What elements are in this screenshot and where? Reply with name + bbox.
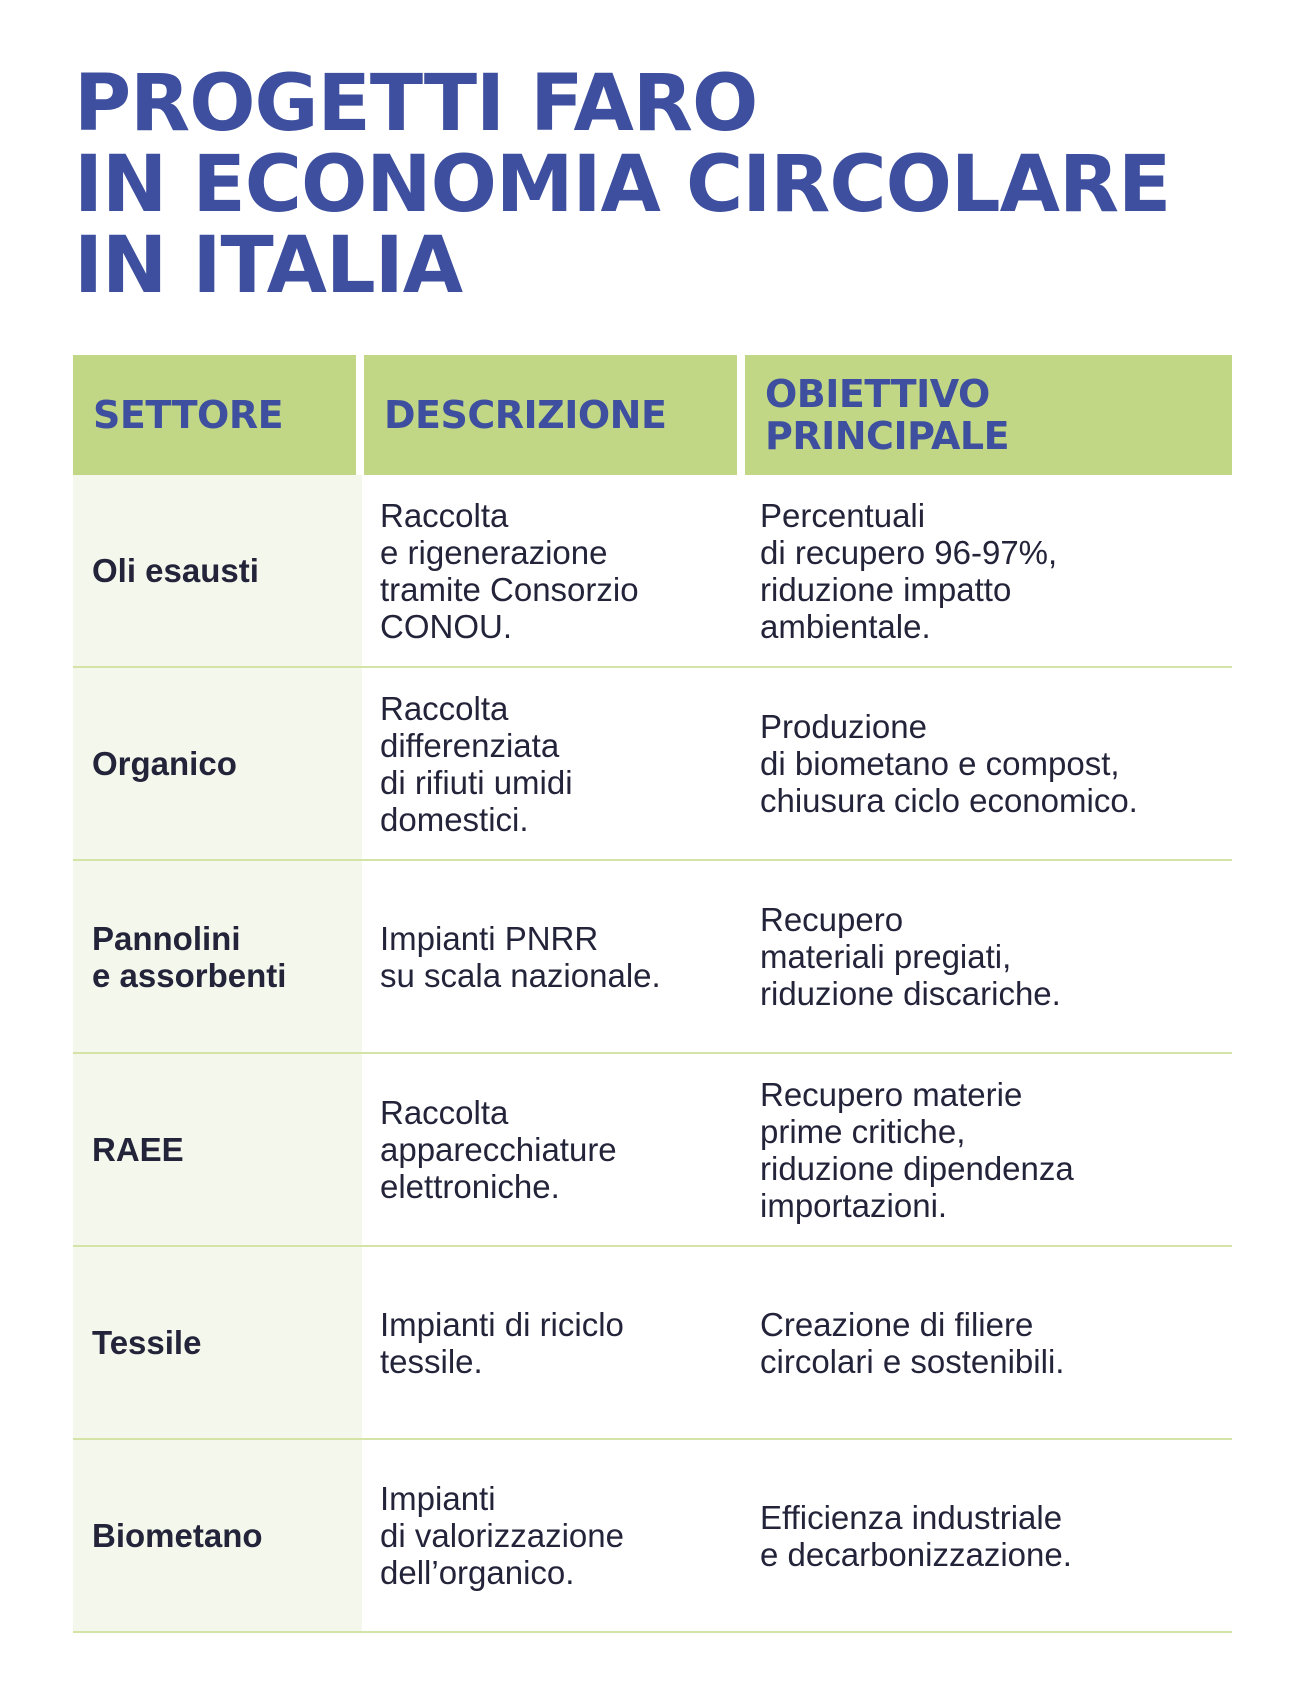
sector-cell-text: Organico xyxy=(92,745,237,782)
sector-cell-text: RAEE xyxy=(92,1131,184,1168)
header-obiettivo: OBIETTIVO PRINCIPALE xyxy=(745,355,1232,475)
sector-cell-text: Pannolini e assorbenti xyxy=(92,919,287,994)
objective-cell-text: Percentuali di recupero 96-97%, riduzion… xyxy=(760,496,1058,645)
table-row: Biometano Impianti di valorizzazione dell… xyxy=(73,1440,1232,1633)
objective-cell-text: Recupero materie prime critiche, riduzio… xyxy=(760,1075,1074,1224)
description-cell-text: Raccolta e rigenerazione tramite Consorz… xyxy=(380,496,639,645)
sector-cell: Oli esausti xyxy=(73,475,362,666)
title-line: IN ITALIA xyxy=(74,221,463,311)
table-row: Tessile Impianti di riciclo tessile. Creaz… xyxy=(73,1247,1232,1440)
objective-cell-text: Creazione di filiere circolari e sosteni… xyxy=(760,1305,1065,1380)
page-title: PROGETTI FARO IN ECONOMIA CIRCOLARE IN I… xyxy=(74,59,1171,311)
title-line: IN ECONOMIA CIRCOLARE xyxy=(74,140,1171,230)
table-row: Oli esausti Raccolta e rigenerazione tram… xyxy=(73,475,1232,668)
objective-cell-text: Recupero materiali pregiati, riduzione d… xyxy=(760,901,1061,1012)
sector-cell: Biometano xyxy=(73,1440,362,1631)
objective-cell: Creazione di filiere circolari e sosteni… xyxy=(739,1247,1232,1438)
description-cell-text: Impianti di valorizzazione dell’organico… xyxy=(380,1480,624,1591)
sector-cell-text: Oli esausti xyxy=(92,552,259,589)
objective-cell: Efficienza industriale e decarbonizzazio… xyxy=(739,1440,1232,1631)
description-cell-text: Impianti PNRR su scala nazionale. xyxy=(380,919,661,994)
sector-cell: Tessile xyxy=(73,1247,362,1438)
header-settore: SETTORE xyxy=(73,355,356,475)
sector-cell-text: Tessile xyxy=(92,1324,202,1361)
description-cell-text: Impianti di riciclo tessile. xyxy=(380,1305,624,1380)
header-label: OBIETTIVO PRINCIPALE xyxy=(765,372,1010,458)
objective-cell-text: Efficienza industriale e decarbonizzazio… xyxy=(760,1498,1072,1573)
description-cell: Impianti PNRR su scala nazionale. xyxy=(362,861,739,1052)
header-label: SETTORE xyxy=(93,393,284,437)
table-row: Pannolini e assorbenti Impianti PNRR su s… xyxy=(73,861,1232,1054)
projects-table: SETTORE DESCRIZIONE OBIETTIVO PRINCIPALE… xyxy=(73,355,1232,1633)
description-cell: Impianti di valorizzazione dell’organico… xyxy=(362,1440,739,1631)
description-cell: Raccolta e rigenerazione tramite Consorz… xyxy=(362,475,739,666)
header-descrizione: DESCRIZIONE xyxy=(364,355,737,475)
table-row: Organico Raccolta differenziata di rifiut… xyxy=(73,668,1232,861)
description-cell-text: Raccolta apparecchiature elettroniche. xyxy=(380,1094,617,1205)
objective-cell: Recupero materiali pregiati, riduzione d… xyxy=(739,861,1232,1052)
sector-cell: Organico xyxy=(73,668,362,859)
description-cell-text: Raccolta differenziata di rifiuti umidi … xyxy=(380,689,573,838)
table-header: SETTORE DESCRIZIONE OBIETTIVO PRINCIPALE xyxy=(73,355,1232,475)
sector-cell-text: Biometano xyxy=(92,1517,263,1554)
objective-cell-text: Produzione di biometano e compost, chius… xyxy=(760,708,1138,819)
description-cell: Raccolta apparecchiature elettroniche. xyxy=(362,1054,739,1245)
description-cell: Impianti di riciclo tessile. xyxy=(362,1247,739,1438)
table-row: RAEE Raccolta apparecchiature elettronich… xyxy=(73,1054,1232,1247)
objective-cell: Recupero materie prime critiche, riduzio… xyxy=(739,1054,1232,1245)
description-cell: Raccolta differenziata di rifiuti umidi … xyxy=(362,668,739,859)
objective-cell: Produzione di biometano e compost, chius… xyxy=(739,668,1232,859)
sector-cell: Pannolini e assorbenti xyxy=(73,861,362,1052)
objective-cell: Percentuali di recupero 96-97%, riduzion… xyxy=(739,475,1232,666)
header-label: DESCRIZIONE xyxy=(384,393,667,437)
title-line: PROGETTI FARO xyxy=(74,59,758,149)
sector-cell: RAEE xyxy=(73,1054,362,1245)
